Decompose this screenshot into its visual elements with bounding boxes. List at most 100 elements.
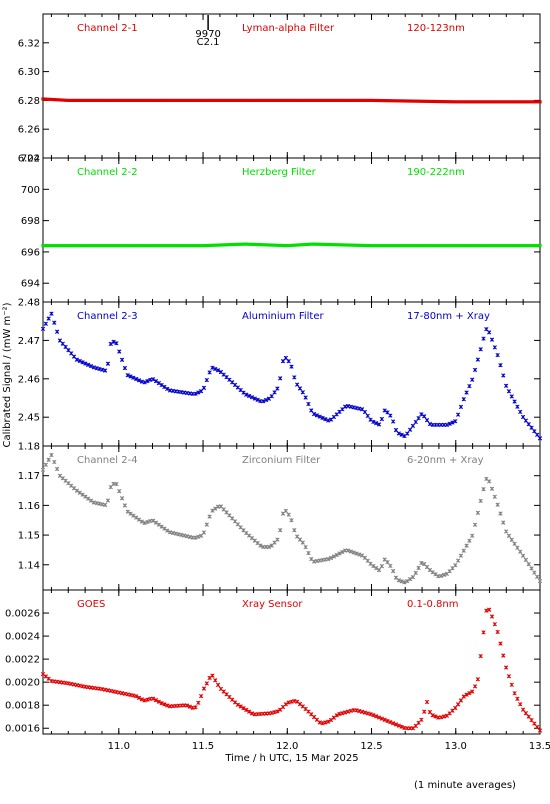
- data-point: [111, 98, 116, 102]
- data-point: [501, 520, 506, 525]
- data-point: [405, 244, 409, 248]
- data-point: [501, 373, 506, 378]
- data-point: [332, 243, 336, 247]
- y-tick-label: 0.0022: [5, 655, 40, 666]
- data-point: [376, 422, 382, 427]
- data-point: [521, 100, 525, 104]
- data-point: [501, 244, 505, 248]
- data-point: [489, 614, 495, 619]
- data-point: [448, 244, 452, 248]
- data-point: [91, 365, 96, 370]
- data-point: [286, 512, 291, 517]
- data-point: [213, 678, 218, 683]
- data-point: [445, 244, 449, 248]
- data-point: [487, 330, 492, 335]
- data-point: [137, 98, 141, 102]
- data-point: [424, 418, 430, 423]
- data-point: [246, 709, 252, 714]
- data-point: [416, 99, 421, 103]
- data-point: [515, 404, 520, 409]
- y-tick-label: 0.0018: [5, 701, 40, 712]
- data-point: [458, 404, 464, 410]
- data-point: [532, 721, 537, 726]
- data-point: [425, 99, 429, 103]
- data-point: [61, 98, 65, 102]
- data-point: [456, 100, 460, 104]
- data-point: [283, 508, 289, 514]
- data-point: [52, 320, 57, 325]
- data-point: [63, 244, 68, 248]
- data-point: [43, 462, 48, 467]
- x-tick-label: 11.0: [108, 741, 130, 752]
- data-point: [337, 98, 342, 102]
- data-point: [380, 98, 384, 103]
- data-point: [512, 100, 517, 104]
- data-point: [382, 717, 387, 722]
- data-point: [278, 528, 283, 533]
- data-point: [253, 98, 257, 102]
- data-point: [165, 386, 170, 392]
- data-point: [272, 98, 277, 102]
- data-point: [239, 98, 243, 102]
- data-point: [489, 486, 495, 491]
- data-point: [286, 359, 291, 364]
- data-point: [292, 698, 297, 704]
- data-point: [201, 385, 207, 390]
- data-point: [289, 243, 294, 247]
- data-point: [331, 554, 337, 559]
- data-point: [315, 98, 319, 102]
- data-point: [94, 366, 99, 371]
- data-point: [376, 567, 382, 573]
- data-point: [368, 712, 373, 717]
- data-point: [479, 100, 483, 104]
- data-point: [165, 244, 169, 248]
- data-point: [354, 98, 359, 102]
- data-point: [467, 100, 472, 104]
- data-point: [442, 100, 446, 104]
- data-point: [453, 100, 457, 104]
- data-point: [210, 243, 215, 247]
- data-point: [410, 574, 416, 580]
- data-point: [422, 709, 427, 714]
- data-point: [394, 99, 398, 103]
- data-point: [487, 244, 491, 248]
- data-point: [80, 360, 85, 365]
- data-point: [224, 98, 229, 102]
- data-point: [475, 357, 481, 362]
- data-point: [289, 518, 294, 523]
- data-point: [188, 98, 192, 102]
- data-point: [518, 549, 523, 554]
- data-point: [407, 427, 413, 432]
- data-point: [292, 98, 296, 102]
- data-point: [143, 98, 147, 102]
- data-point: [216, 98, 220, 102]
- data-point: [515, 545, 520, 550]
- data-point: [244, 242, 248, 246]
- data-point: [537, 436, 543, 441]
- data-point: [199, 98, 203, 102]
- data-point: [117, 489, 122, 494]
- data-point: [47, 97, 51, 101]
- data-point: [366, 98, 370, 102]
- data-point: [105, 361, 111, 366]
- data-point: [215, 368, 221, 373]
- data-point: [335, 243, 339, 247]
- data-point: [86, 244, 90, 248]
- data-point: [393, 722, 399, 727]
- data-point: [148, 98, 152, 102]
- data-point: [111, 244, 116, 248]
- data-point: [495, 502, 500, 507]
- data-point: [481, 244, 486, 248]
- data-point: [529, 100, 534, 104]
- data-point: [388, 719, 393, 725]
- data-point: [354, 551, 359, 556]
- data-point: [162, 702, 167, 707]
- data-point: [134, 376, 139, 382]
- data-point: [100, 98, 104, 102]
- data-point: [151, 244, 155, 248]
- data-point: [204, 681, 209, 686]
- data-point: [61, 244, 65, 248]
- data-point: [247, 242, 251, 246]
- data-point: [354, 243, 359, 247]
- data-point: [326, 556, 331, 562]
